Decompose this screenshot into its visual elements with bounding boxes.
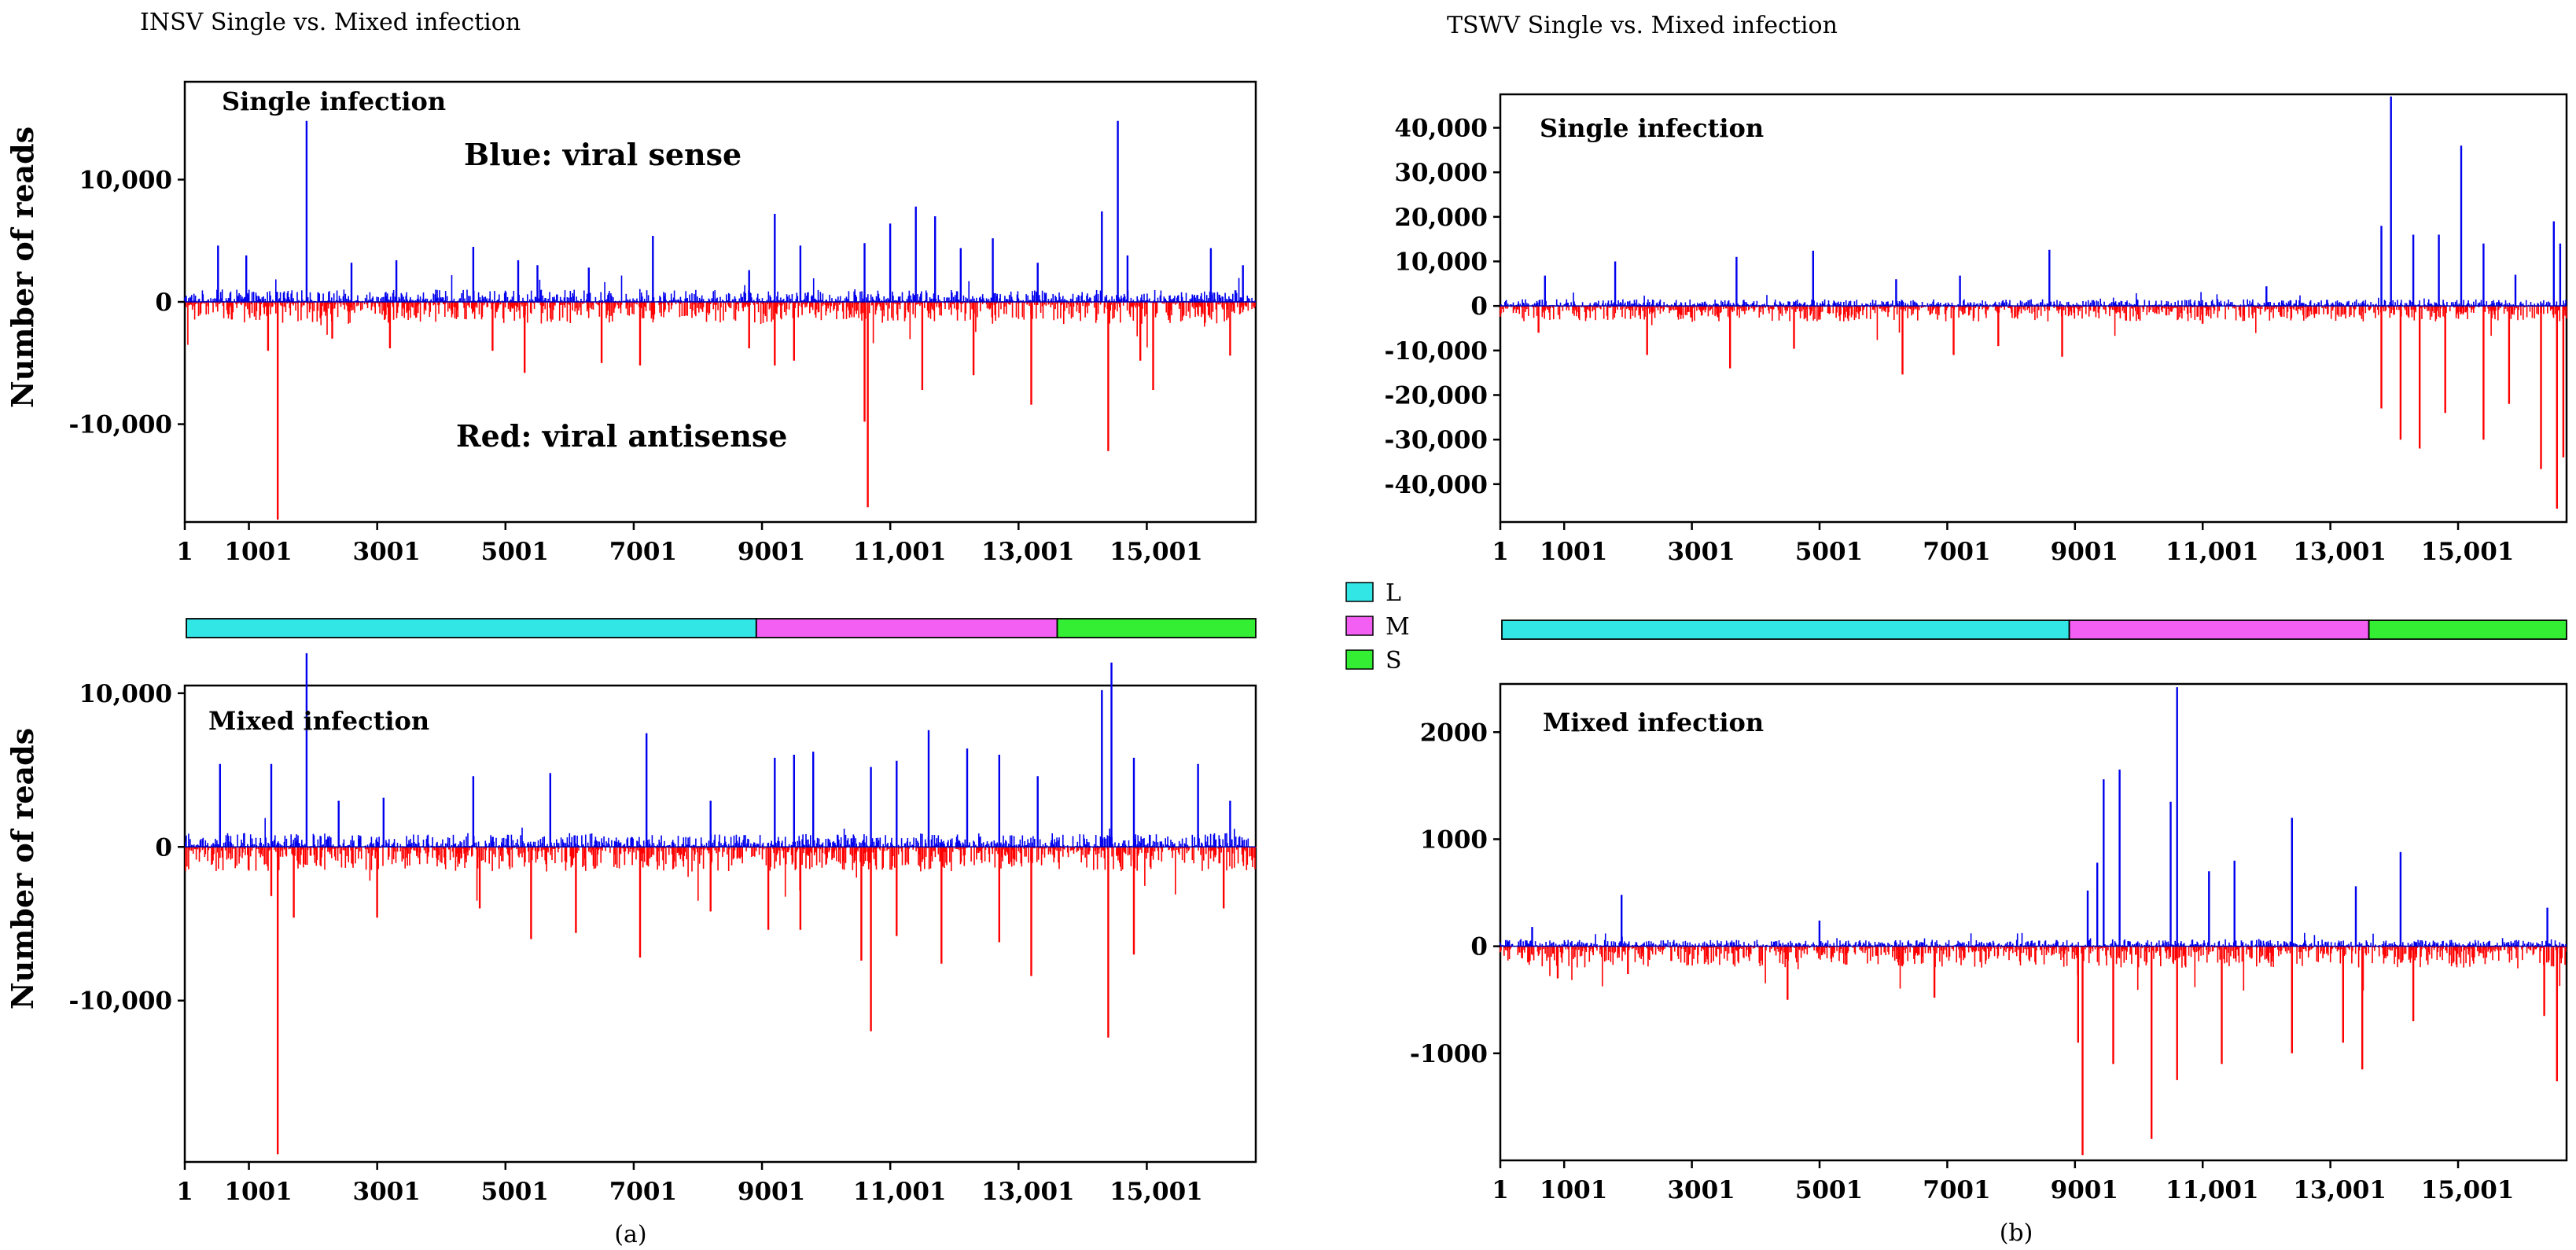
ylabel-bottom: Number of reads — [5, 728, 40, 1009]
xtick-label: 15,001 — [1110, 538, 1203, 566]
xtick-label: 13,001 — [981, 538, 1075, 566]
bars — [184, 120, 1256, 520]
color-annotation: Blue: viral sense — [464, 137, 742, 172]
xtick-label: 9001 — [738, 538, 805, 566]
ytick-label: -10,000 — [68, 411, 172, 439]
xtick-label: 11,001 — [853, 538, 947, 566]
xtick-label: 5001 — [481, 538, 549, 566]
plot-frame — [183, 684, 1257, 1164]
xtick-label: 1001 — [224, 538, 292, 566]
xtick-label: 7001 — [609, 538, 677, 566]
panel-label: Single infection — [222, 86, 446, 116]
color-annotation: Red: viral antisense — [456, 418, 787, 454]
bars — [184, 653, 1257, 1155]
ylabel-top: Number of reads — [5, 127, 40, 408]
right-figure-title: TSWV Single vs. Mixed infection — [1447, 12, 1838, 39]
insv-single-panel: 10,000 0 -10,000 1 1001 3001 5001 7001 9001 11,00… — [68, 80, 1257, 566]
left-figure-title: INSV Single vs. Mixed infection — [140, 9, 521, 36]
ytick-label: 0 — [155, 289, 172, 317]
ytick-label: 10,000 — [79, 166, 172, 194]
xtick-label: 3001 — [353, 538, 421, 566]
xtick-label: 1 — [176, 538, 193, 566]
